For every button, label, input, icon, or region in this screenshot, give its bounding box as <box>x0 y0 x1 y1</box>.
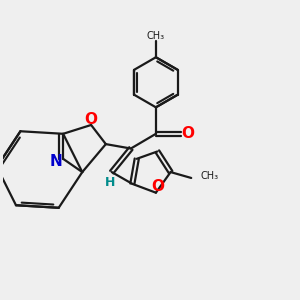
Text: O: O <box>181 126 194 141</box>
Text: O: O <box>84 112 97 127</box>
Text: O: O <box>152 179 165 194</box>
Text: H: H <box>105 176 116 189</box>
Text: N: N <box>50 154 62 169</box>
Text: CH₃: CH₃ <box>200 171 218 181</box>
Text: CH₃: CH₃ <box>147 31 165 41</box>
